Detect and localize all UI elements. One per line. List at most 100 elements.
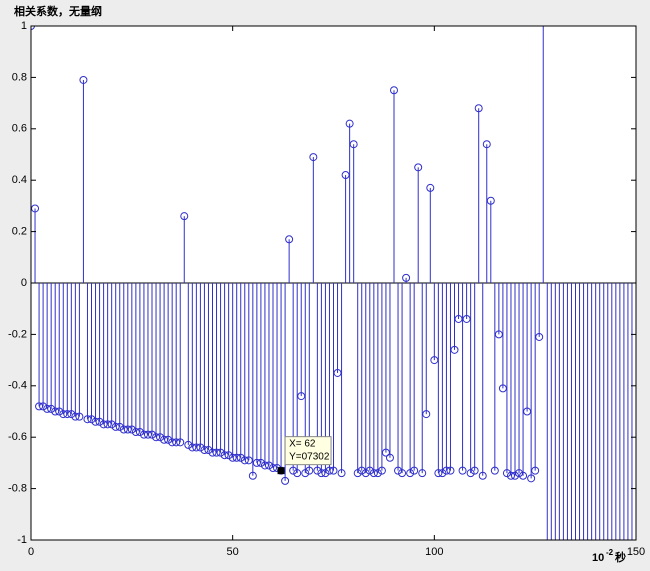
stem-marker	[438, 469, 447, 478]
y-tick-label: 0.2	[12, 226, 27, 238]
stem-marker	[168, 438, 177, 447]
stem-marker	[228, 453, 237, 462]
stem-marker	[329, 466, 338, 475]
stem-marker	[160, 435, 169, 444]
stem-marker	[486, 196, 495, 205]
stem-marker	[148, 430, 156, 439]
stem-marker	[527, 474, 536, 483]
x-axis-label: 10 -2 秒	[592, 548, 626, 564]
stem-marker	[418, 469, 427, 478]
stem-marker	[135, 428, 144, 437]
stem-marker	[35, 402, 44, 411]
y-tick-label: -0.2	[8, 328, 27, 340]
stem-marker	[426, 183, 435, 192]
stem-marker	[309, 153, 318, 162]
stem-marker	[293, 469, 302, 478]
stem-marker	[248, 471, 257, 480]
stem-marker	[535, 332, 544, 341]
y-tick-label: -0.6	[8, 431, 27, 443]
datatip-box	[284, 436, 332, 466]
stem-marker	[192, 443, 201, 452]
stem-marker	[523, 407, 532, 416]
stem-marker	[466, 469, 475, 478]
stem-marker	[184, 440, 193, 449]
y-tick-label: 0.4	[12, 174, 27, 186]
stem-marker	[232, 453, 241, 462]
stem-marker	[123, 425, 132, 434]
stem-marker	[349, 140, 358, 149]
stem-marker	[269, 464, 277, 473]
stem-marker	[305, 466, 314, 475]
stem-marker	[47, 404, 56, 413]
datatip-marker	[277, 467, 285, 475]
stem-marker	[394, 466, 403, 475]
x-tick-label: 0	[28, 546, 34, 558]
stem-marker	[297, 392, 306, 401]
stem-marker	[301, 469, 310, 478]
datatip-x: X= 62	[289, 438, 316, 449]
stem-marker	[390, 86, 398, 95]
stem-marker	[103, 420, 112, 429]
stem-marker	[478, 471, 487, 480]
stem-marker	[31, 204, 40, 213]
stem-marker	[422, 410, 431, 419]
stem-marker	[252, 458, 261, 467]
stem-marker	[107, 420, 116, 429]
stem-marker	[414, 163, 423, 172]
stem-marker	[196, 443, 205, 452]
y-tick-label: -0.8	[8, 483, 27, 495]
stem-marker	[345, 119, 354, 128]
stem-marker	[442, 466, 451, 475]
stem-marker	[63, 410, 72, 419]
stem-marker	[164, 435, 173, 444]
stem-marker	[446, 466, 455, 475]
stem-marker	[353, 469, 362, 478]
stem-marker	[341, 171, 350, 180]
stem-marker	[519, 471, 528, 480]
stem-marker	[216, 448, 225, 457]
stem-marker	[156, 433, 165, 442]
stem-marker	[143, 430, 152, 439]
stem-marker	[494, 330, 503, 339]
stem-marker	[410, 466, 419, 475]
x-tick-label: 100	[425, 546, 443, 558]
stem-marker	[95, 417, 104, 426]
plot	[31, 26, 636, 540]
y-tick-label: 0.6	[12, 123, 27, 135]
stem-marker	[450, 345, 459, 354]
stem-marker	[264, 461, 273, 470]
stem-marker	[55, 407, 64, 416]
stem-marker	[430, 356, 439, 365]
stem-marker	[256, 458, 265, 467]
stem-marker	[51, 407, 60, 416]
stem-marker	[220, 451, 229, 460]
x-label-exp: -2	[606, 548, 614, 557]
stem-marker	[240, 456, 249, 465]
y-tick-label: 1	[21, 20, 27, 32]
stem-marker	[470, 466, 479, 475]
stem-marker	[236, 453, 245, 462]
stem-marker	[111, 422, 120, 431]
stem-marker	[180, 212, 189, 221]
stem-marker	[99, 420, 108, 429]
stem-marker	[515, 469, 524, 478]
x-label-unit: 秒	[615, 550, 626, 564]
stem-marker	[39, 402, 48, 411]
stem-marker	[325, 466, 334, 475]
stem-marker	[402, 273, 411, 282]
stem-marker	[377, 466, 386, 475]
stem-marker	[333, 368, 342, 377]
stem-marker	[115, 422, 124, 431]
stem-marker	[337, 469, 346, 478]
stem-marker	[474, 104, 483, 113]
stem-marker	[281, 476, 290, 485]
stem-marker	[482, 140, 491, 149]
stem-marker	[188, 443, 197, 452]
y-tick-label: 0.8	[12, 71, 27, 83]
stem-marker	[152, 433, 161, 442]
stem-marker	[260, 461, 269, 470]
stem-marker	[71, 412, 80, 421]
stem-marker	[289, 466, 298, 475]
stem-marker	[511, 471, 519, 480]
stem-marker	[357, 466, 366, 475]
